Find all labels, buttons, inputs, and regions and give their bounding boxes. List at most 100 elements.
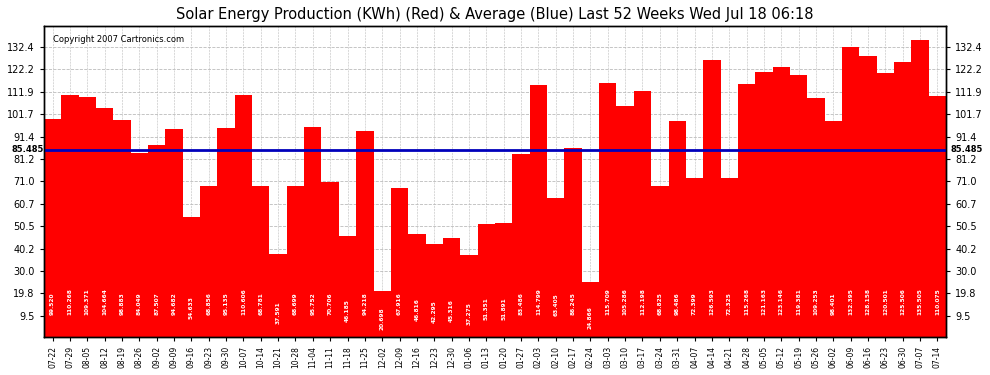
Text: 86.245: 86.245 [570,292,575,315]
Bar [44,119,61,337]
Text: 115.709: 115.709 [605,288,610,315]
Bar [807,98,825,337]
Bar [61,95,78,337]
Bar [304,127,322,337]
Text: 112.198: 112.198 [640,288,645,315]
Bar [96,108,113,337]
Text: 99.520: 99.520 [50,292,55,315]
Bar [356,130,373,337]
Bar [912,40,929,337]
Bar [218,129,235,337]
Bar [78,98,96,337]
Bar [530,86,547,337]
Bar [113,120,131,337]
Bar [703,60,721,337]
Bar [408,234,426,337]
Bar [651,186,668,337]
Text: 94.682: 94.682 [171,292,176,315]
Text: 63.405: 63.405 [553,293,558,316]
Text: 119.381: 119.381 [796,288,801,315]
Text: 110.606: 110.606 [241,288,246,315]
Bar [183,217,200,337]
Bar [373,291,391,337]
Text: 72.325: 72.325 [727,292,732,315]
Bar [634,91,651,337]
Text: 46.185: 46.185 [345,299,350,322]
Text: 54.633: 54.633 [189,296,194,319]
Bar [877,73,894,337]
Bar [547,198,564,337]
Bar [825,122,842,337]
Text: 120.501: 120.501 [883,288,888,315]
Bar [513,154,530,337]
Text: 87.507: 87.507 [154,292,159,315]
Bar [165,129,183,337]
Text: 72.399: 72.399 [692,292,697,315]
Text: 68.699: 68.699 [293,292,298,315]
Text: 68.781: 68.781 [258,292,263,315]
Text: 42.295: 42.295 [432,300,437,323]
Text: Copyright 2007 Cartronics.com: Copyright 2007 Cartronics.com [52,35,184,44]
Bar [252,186,269,337]
Bar [131,153,148,337]
Text: 46.816: 46.816 [415,298,420,321]
Bar [477,224,495,337]
Bar [755,72,772,337]
Bar [842,47,859,337]
Text: 114.799: 114.799 [536,288,541,315]
Bar [200,186,218,337]
Bar [269,255,287,337]
Text: 98.883: 98.883 [120,292,125,315]
Bar [721,178,738,337]
Text: 110.075: 110.075 [935,288,940,315]
Bar [564,148,582,337]
Bar [859,56,877,337]
Text: 109.253: 109.253 [814,288,819,315]
Bar [287,186,304,337]
Text: 105.286: 105.286 [623,288,628,315]
Text: 37.275: 37.275 [466,302,471,324]
Text: 98.486: 98.486 [675,292,680,315]
Text: 84.049: 84.049 [137,292,142,315]
Text: 95.752: 95.752 [310,292,315,315]
Text: 104.664: 104.664 [102,288,107,315]
Bar [617,106,634,337]
Text: 83.486: 83.486 [519,292,524,315]
Bar [426,244,443,337]
Bar [599,84,617,337]
Text: 98.401: 98.401 [831,292,836,315]
Bar [686,178,703,337]
Bar [495,223,513,337]
Bar [790,75,807,337]
Bar [668,121,686,337]
Text: 110.268: 110.268 [67,288,72,315]
Text: 70.706: 70.706 [328,292,333,315]
Bar [322,182,339,337]
Bar [929,96,946,337]
Bar [738,84,755,337]
Bar [582,282,599,337]
Text: 51.351: 51.351 [484,297,489,320]
Title: Solar Energy Production (KWh) (Red) & Average (Blue) Last 52 Weeks Wed Jul 18 06: Solar Energy Production (KWh) (Red) & Av… [176,7,814,22]
Text: 123.146: 123.146 [779,288,784,315]
Bar [894,62,912,337]
Bar [148,145,165,337]
Text: 45.316: 45.316 [449,299,454,322]
Text: 132.395: 132.395 [848,288,853,315]
Text: 20.698: 20.698 [380,308,385,330]
Bar [772,67,790,337]
Bar [443,238,460,337]
Bar [339,236,356,337]
Text: 94.218: 94.218 [362,292,367,315]
Text: 37.591: 37.591 [275,302,280,324]
Text: 128.158: 128.158 [865,288,870,315]
Text: 51.891: 51.891 [501,297,506,320]
Text: 68.856: 68.856 [206,292,211,315]
Text: 135.505: 135.505 [918,288,923,315]
Text: 125.506: 125.506 [900,288,905,315]
Text: 85.485: 85.485 [950,145,983,154]
Text: 67.916: 67.916 [397,292,402,315]
Text: 95.135: 95.135 [224,292,229,315]
Text: 115.268: 115.268 [744,288,749,315]
Bar [235,94,252,337]
